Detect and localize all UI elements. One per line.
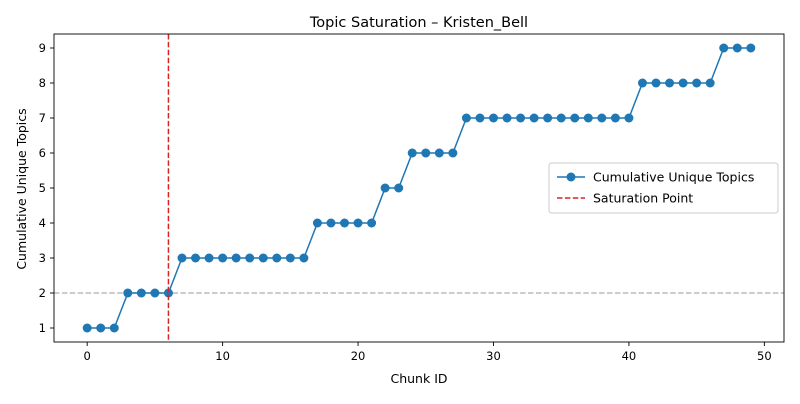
data-point [394, 183, 404, 193]
y-tick-label: 9 [39, 41, 46, 55]
data-point [719, 43, 729, 53]
data-point [705, 78, 715, 88]
y-tick-label: 4 [39, 216, 46, 230]
x-tick-label: 0 [84, 349, 91, 363]
data-point [272, 253, 282, 263]
data-point [529, 113, 539, 123]
legend-marker-swatch [566, 172, 576, 182]
data-point [204, 253, 214, 263]
data-point [258, 253, 268, 263]
data-point [651, 78, 661, 88]
data-point [96, 323, 106, 333]
data-point [746, 43, 756, 53]
data-point [163, 288, 173, 298]
data-point [340, 218, 350, 228]
data-point [191, 253, 201, 263]
data-point [461, 113, 471, 123]
data-point [570, 113, 580, 123]
data-point [624, 113, 634, 123]
x-tick-label: 30 [486, 349, 501, 363]
data-point [434, 148, 444, 158]
series-layer [82, 34, 756, 342]
data-point [367, 218, 377, 228]
x-tick-label: 10 [215, 349, 230, 363]
x-tick-label: 20 [351, 349, 366, 363]
legend: Cumulative Unique Topics Saturation Poin… [548, 162, 779, 214]
data-point [353, 218, 363, 228]
data-point [502, 113, 512, 123]
data-point [177, 253, 187, 263]
data-point [136, 288, 146, 298]
legend-box [548, 162, 779, 214]
data-point [285, 253, 295, 263]
y-tick-label: 8 [39, 76, 46, 90]
y-tick-label: 1 [39, 321, 46, 335]
y-tick-label: 5 [39, 181, 46, 195]
data-point [299, 253, 309, 263]
data-point [150, 288, 160, 298]
data-point [475, 113, 485, 123]
data-point [516, 113, 526, 123]
y-axis-label: Cumulative Unique Topics [14, 108, 29, 269]
data-point [597, 113, 607, 123]
data-point [231, 253, 241, 263]
legend-label-saturation: Saturation Point [593, 191, 693, 206]
data-point [380, 183, 390, 193]
data-point [218, 253, 228, 263]
data-point [678, 78, 688, 88]
data-point [556, 113, 566, 123]
data-point [488, 113, 498, 123]
y-tick-label: 6 [39, 146, 46, 160]
data-point [109, 323, 119, 333]
x-tick-label: 40 [622, 349, 637, 363]
data-point [692, 78, 702, 88]
x-tick-label: 50 [757, 349, 772, 363]
data-point [421, 148, 431, 158]
data-point [82, 323, 92, 333]
legend-label-series: Cumulative Unique Topics [593, 170, 754, 185]
data-point [583, 113, 593, 123]
x-axis-label: Chunk ID [390, 371, 447, 386]
data-point [448, 148, 458, 158]
data-point [665, 78, 675, 88]
data-point [543, 113, 553, 123]
y-tick-label: 3 [39, 251, 46, 265]
data-point [326, 218, 336, 228]
data-point [610, 113, 620, 123]
data-point [123, 288, 133, 298]
y-tick-label: 7 [39, 111, 46, 125]
data-point [637, 78, 647, 88]
data-point [732, 43, 742, 53]
chart-title: Topic Saturation – Kristen_Bell [309, 15, 528, 31]
data-point [245, 253, 255, 263]
data-point [312, 218, 322, 228]
y-tick-label: 2 [39, 286, 46, 300]
axes: 0 10 20 30 40 50 1 2 3 4 5 6 7 8 9 [39, 33, 785, 363]
data-point [407, 148, 417, 158]
